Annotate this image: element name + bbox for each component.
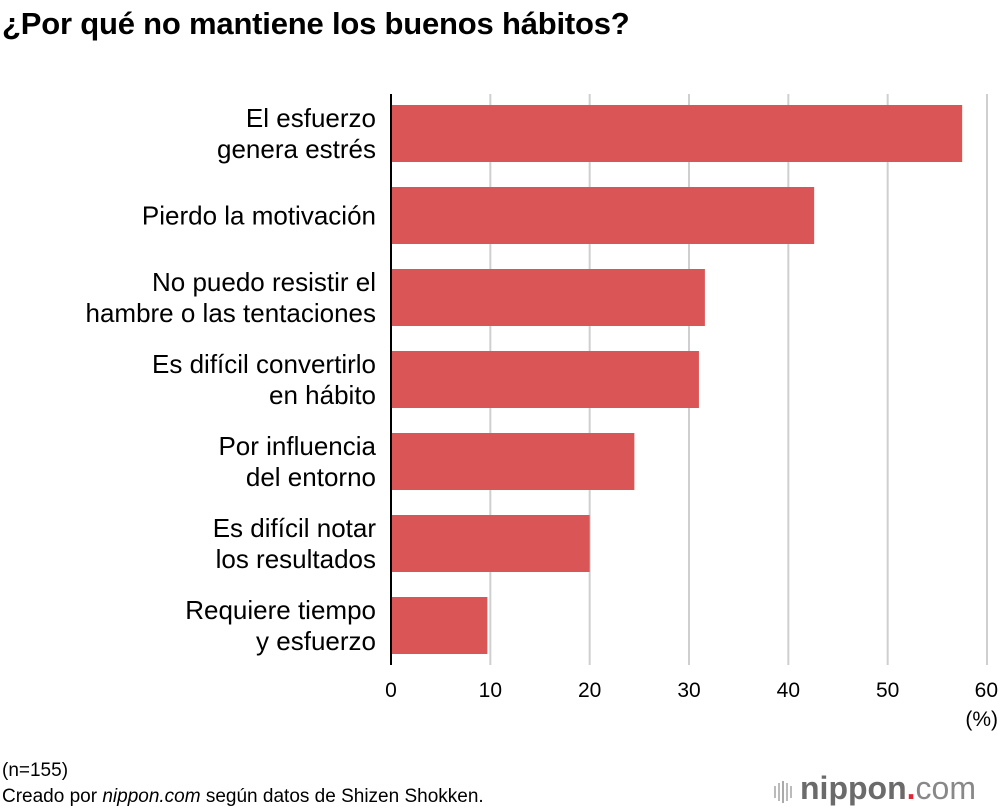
sound-wave-mark	[774, 781, 792, 803]
x-tick-label: 20	[578, 679, 601, 702]
x-tick-label: 0	[385, 679, 397, 702]
category-label: y esfuerzo	[256, 626, 376, 656]
category-label: No puedo resistir el	[152, 267, 376, 297]
bar	[391, 105, 963, 162]
category-label: Pierdo la motivación	[142, 201, 376, 231]
source-suffix: según datos de Shizen Shokken.	[200, 786, 484, 807]
category-label: del entorno	[246, 462, 376, 492]
x-axis-unit: (%)	[965, 708, 998, 731]
source-prefix: Creado por	[2, 786, 103, 807]
category-label: genera estrés	[217, 134, 376, 164]
x-tick-label: 60	[975, 679, 998, 702]
bar	[391, 269, 705, 326]
bar	[391, 597, 488, 654]
source-note: Creado por nippon.com según datos de Shi…	[2, 786, 484, 808]
category-label: El esfuerzo	[246, 103, 376, 133]
category-label: Es difícil convertirlo	[152, 349, 376, 379]
category-label: Requiere tiempo	[185, 595, 376, 625]
category-label: Es difícil notar	[213, 513, 377, 543]
x-tick-label: 30	[677, 679, 700, 702]
bar	[391, 433, 635, 490]
category-label: los resultados	[216, 544, 376, 574]
category-label: en hábito	[269, 380, 376, 410]
bar	[391, 515, 590, 572]
category-label: Por influencia	[218, 431, 376, 461]
source-site: nippon.com	[102, 786, 201, 807]
bar	[391, 351, 699, 408]
sample-size-note: (n=155)	[2, 760, 69, 781]
x-tick-label: 50	[876, 679, 899, 702]
bar	[391, 187, 815, 244]
nippon-logo: nippon.com	[800, 770, 976, 806]
x-tick-label: 40	[777, 679, 800, 702]
x-tick-label: 10	[479, 679, 502, 702]
chart-title: ¿Por qué no mantiene los buenos hábitos?	[2, 6, 630, 41]
category-label: hambre o las tentaciones	[85, 298, 376, 328]
